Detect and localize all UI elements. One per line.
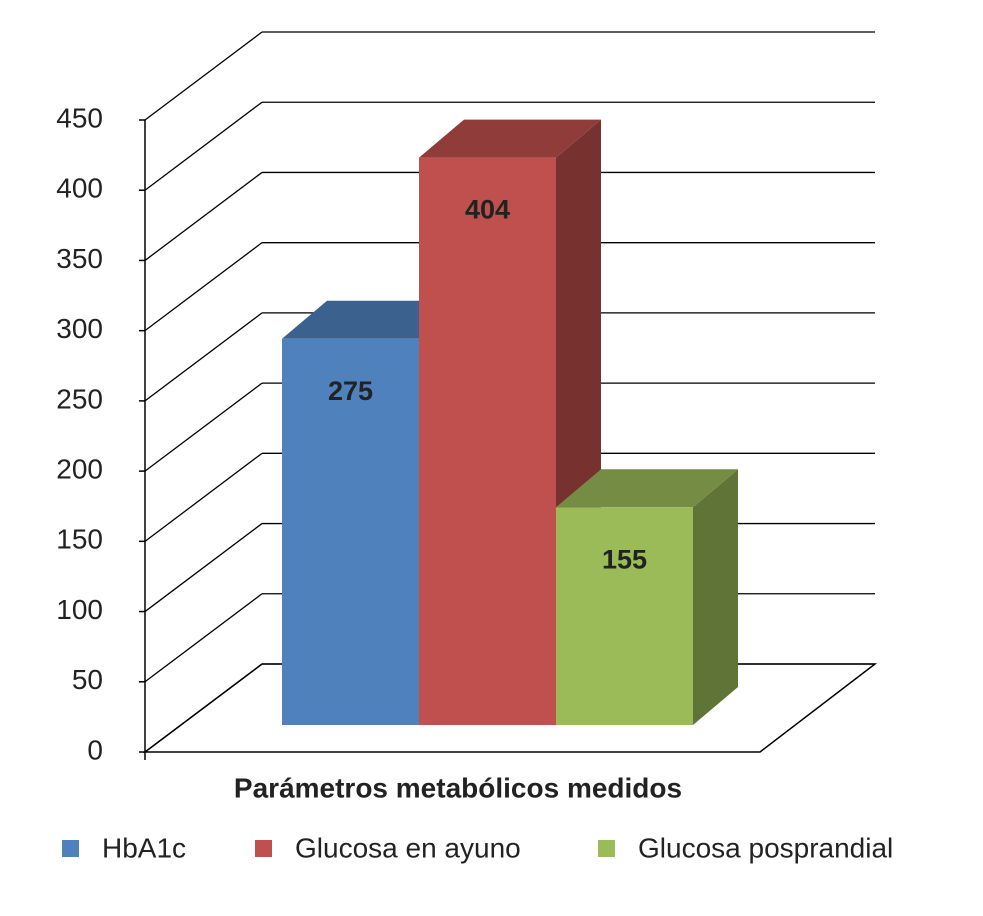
grid-line [144,663,263,753]
grid-line [144,523,263,613]
data-label: 155 [602,544,647,574]
y-tick-label: 150 [56,524,103,555]
data-label: 275 [328,376,373,406]
legend-label: Glucosa posprandial [638,832,893,863]
grid-line [144,31,263,121]
data-label: 404 [465,195,510,225]
legend-swatch [598,840,615,857]
y-tick-label: 350 [56,243,103,274]
y-tick-label: 450 [56,102,103,133]
bar-top [556,469,738,508]
bar-side [693,469,738,725]
bar [556,507,693,725]
y-tick-label: 300 [56,313,103,344]
grid-line [144,452,263,542]
legend-label: HbA1c [102,832,186,863]
bar [419,157,556,726]
grid-line [144,242,263,332]
y-tick-label: 400 [56,173,103,204]
legend-swatch [62,840,79,857]
legend-swatch [255,840,272,857]
grid-line [144,593,263,683]
x-category-label: Parámetros metabólicos medidos [234,772,682,803]
legend-label: Glucosa en ayuno [295,832,521,863]
y-tick-label: 100 [56,594,103,625]
bar-top [282,300,464,339]
bar-top [419,119,601,158]
y-tick-label: 50 [72,664,103,695]
bar [282,338,419,725]
grid-line [144,382,263,472]
grid-line [144,312,263,402]
y-tick-label: 200 [56,454,103,485]
y-tick-label: 250 [56,383,103,414]
grid-line [144,101,263,191]
grid-line [144,171,263,261]
y-tick-label: 0 [87,734,103,765]
